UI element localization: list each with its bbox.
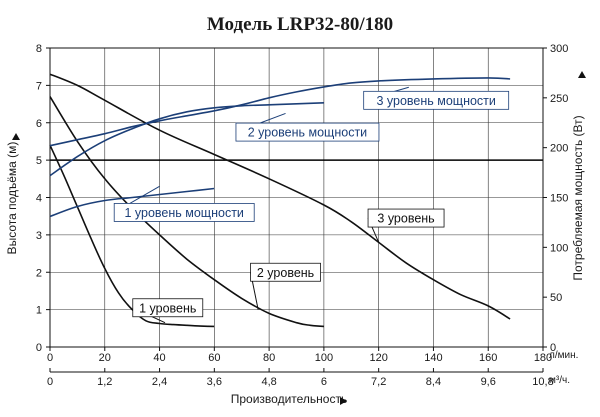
- y-tick-label: 3: [36, 230, 42, 242]
- head-label-level-1-box: [132, 298, 204, 318]
- x2-tick-label: 7,2: [371, 376, 386, 388]
- y-tick-label: 7: [36, 80, 42, 92]
- x-tick-label: 80: [263, 352, 275, 364]
- x-tick-label: 0: [47, 352, 53, 364]
- y2-tick-label: 200: [550, 143, 568, 155]
- x2-tick-label: 3,6: [207, 376, 222, 388]
- power-label-level-3-box: [363, 90, 510, 110]
- y-tick-label: 2: [36, 267, 42, 279]
- head-curve-level-2: [49, 96, 324, 328]
- y2-tick-label: 50: [550, 292, 562, 304]
- power-curve-level-1: [49, 187, 215, 218]
- y2-tick-label: 250: [550, 93, 568, 105]
- y2-axis-arrow-icon: [578, 71, 586, 78]
- x-unit-top: л/мин.: [549, 350, 578, 361]
- series-group: [49, 73, 511, 328]
- x2-tick-label: 9,6: [481, 376, 496, 388]
- y2-axis-label: Потребляемая мощность (Вт): [571, 115, 585, 280]
- y-tick-label: 4: [36, 193, 42, 205]
- x-tick-label: 140: [424, 352, 442, 364]
- power-label-level-2: 2 уровень мощности: [248, 126, 367, 140]
- x2-tick-label: 10,8: [532, 376, 553, 388]
- axes: [46, 47, 547, 373]
- y2-tick-label: 0: [550, 342, 556, 354]
- y-axis-arrow-icon: [12, 133, 20, 140]
- x-tick-label: 100: [315, 352, 333, 364]
- y2-tick-label: 300: [550, 43, 568, 55]
- series-annotations: 1 уровень 2 уровень 3 уровень 1 уровень мощ…: [113, 86, 510, 324]
- head-label-level-3-box: [367, 208, 445, 228]
- x2-tick-label: 8,4: [426, 376, 441, 388]
- head-label-level-2: 2 уровень: [257, 266, 314, 280]
- x-axis-arrow-icon: [340, 397, 347, 405]
- x2-tick-label: 0: [47, 376, 53, 388]
- chart-title: Модель LRP32-80/180: [207, 14, 393, 35]
- head-label-level-3: 3 уровень: [377, 212, 434, 226]
- y-axis-label: Высота подъёма (м): [5, 142, 19, 255]
- y-tick-label: 8: [36, 43, 42, 55]
- x2-tick-label: 2,4: [152, 376, 167, 388]
- x-tick-label: 20: [99, 352, 111, 364]
- head-label-level-1: 1 уровень: [139, 301, 196, 315]
- head-label-level-2-box: [250, 262, 321, 282]
- x-tick-label: 160: [479, 352, 497, 364]
- y-tick-label: 6: [36, 118, 42, 130]
- x-unit-bottom: м³/ч.: [549, 375, 570, 386]
- x2-tick-label: 6: [321, 376, 327, 388]
- y2-tick-label: 150: [550, 193, 568, 205]
- power-curve-level-3: [49, 77, 511, 147]
- x2-tick-label: 1,2: [97, 376, 112, 388]
- power-label-level-3: 3 уровень мощности: [376, 94, 495, 108]
- power-curve-level-2: [49, 102, 324, 177]
- y-tick-label: 5: [36, 155, 42, 167]
- power-label-level-2-box: [235, 122, 380, 142]
- x-axis-label: Производительность: [231, 392, 347, 406]
- x2-tick-label: 4,8: [261, 376, 276, 388]
- x-tick-label: 180: [534, 352, 552, 364]
- power-label-level-1-box: [113, 203, 255, 222]
- y2-tick-label: 100: [550, 242, 568, 254]
- x-tick-label: 40: [153, 352, 165, 364]
- head-curve-level-3: [49, 73, 511, 320]
- x-tick-label: 60: [208, 352, 220, 364]
- y-tick-label: 0: [36, 342, 42, 354]
- y-tick-label: 1: [36, 305, 42, 317]
- power-label-level-1: 1 уровень мощности: [124, 206, 243, 220]
- x-tick-label: 120: [369, 352, 387, 364]
